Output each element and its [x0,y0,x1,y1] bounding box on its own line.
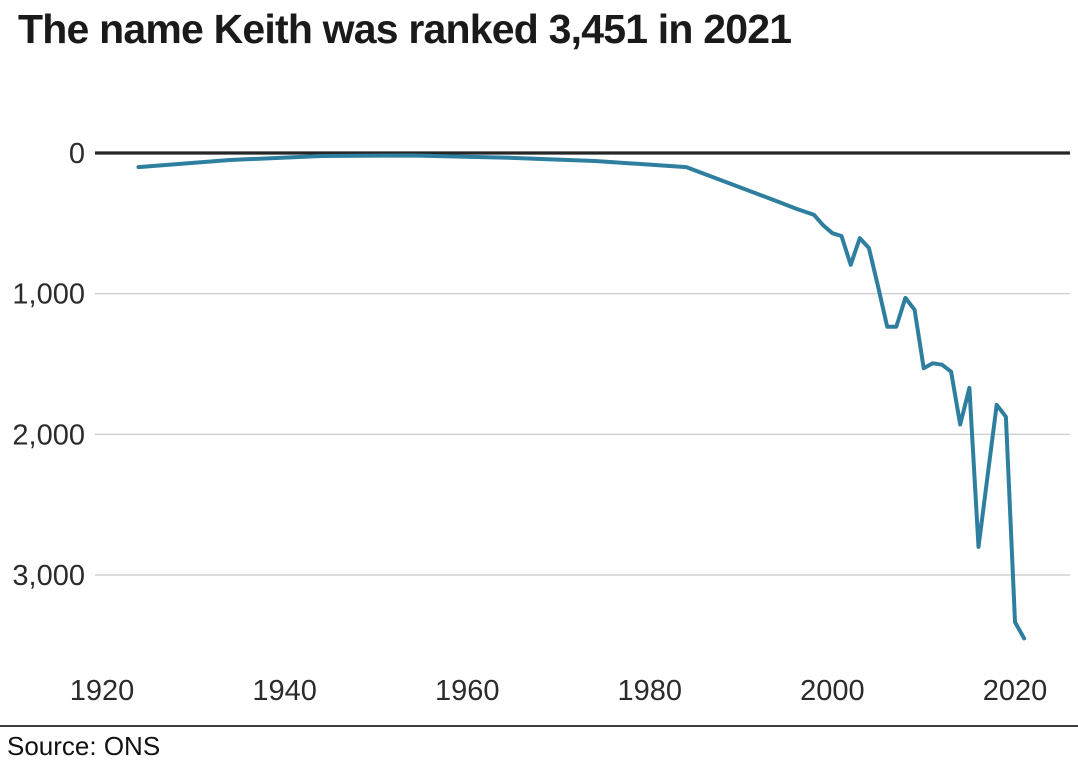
x-axis-label: 1980 [618,675,683,707]
y-axis-label: 2,000 [12,419,85,451]
y-axis-label: 0 [69,138,85,170]
page-title: The name Keith was ranked 3,451 in 2021 [18,6,792,52]
chart-line [136,153,1027,641]
x-axis-label: 1920 [70,675,135,707]
x-axis-label: 1960 [435,675,500,707]
footer-divider [0,725,1078,727]
x-axis-label: 1940 [252,675,317,707]
x-axis-label: 2020 [983,675,1048,707]
y-axis-label: 3,000 [12,560,85,592]
line-chart: 0 1,000 2,000 3,000 1920 1940 1960 1980 2000 2020 [12,138,1070,707]
x-axis-label: 2000 [800,675,865,707]
y-axis-label: 1,000 [12,279,85,311]
source-label: Source: ONS [7,731,161,761]
